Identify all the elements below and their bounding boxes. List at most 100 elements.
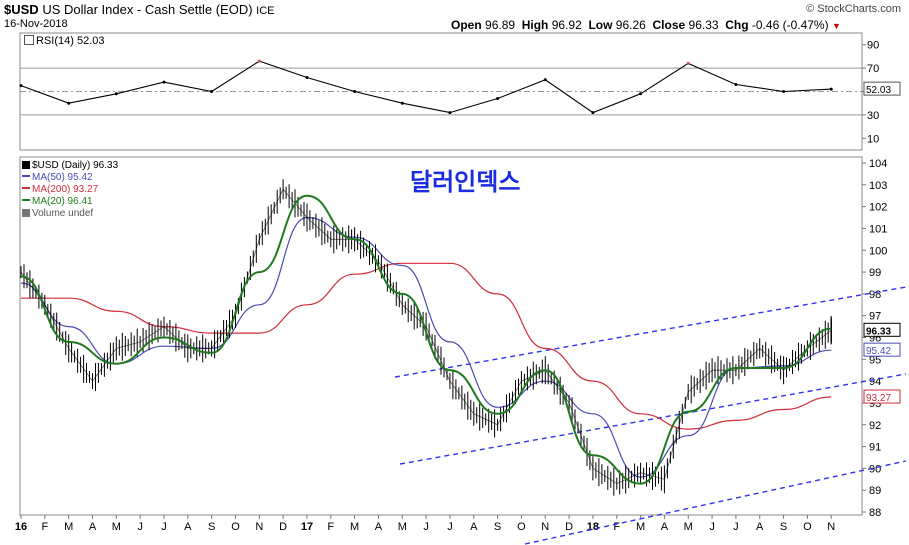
x-tick-label: J <box>709 521 715 533</box>
rsi-line <box>20 60 832 114</box>
price-tick-label: 89 <box>869 485 881 497</box>
rsi-point <box>353 90 357 93</box>
x-tick-label: 16 <box>15 521 27 533</box>
x-tick-label: 18 <box>587 521 599 533</box>
channel-line-2 <box>399 373 907 465</box>
rsi-point <box>686 61 690 65</box>
instrument-name: US Dollar Index - Cash Settle (EOD) <box>42 2 253 17</box>
x-tick-label: D <box>565 521 573 533</box>
x-tick-label: A <box>470 521 478 533</box>
x-tick-label: M <box>350 521 359 533</box>
rsi-panel: 103050709052.03 <box>19 32 901 151</box>
ma50-tag-text: 95.42 <box>866 346 891 357</box>
ma200-tag-text: 93.27 <box>866 393 891 404</box>
legend-item-ma50: MA(50) 95.42 <box>22 172 118 184</box>
ohlc-readout: Open 96.89 High 96.92 Low 96.26 Close 96… <box>451 18 841 32</box>
ma20-line <box>20 194 832 485</box>
rsi-point <box>591 111 595 115</box>
chart-annotation: 달러인덱스 <box>410 168 521 196</box>
price-tag-box <box>863 322 901 337</box>
price-tick-label: 95 <box>869 354 881 366</box>
legend-item-price: $USD (Daily) 96.33 <box>22 160 118 172</box>
rsi-point <box>210 90 214 93</box>
rsi-tick-label: 90 <box>867 40 879 52</box>
price-legend: $USD (Daily) 96.33 MA(50) 95.42 MA(200) … <box>22 160 118 220</box>
rsi-point <box>496 97 500 100</box>
x-tick-label: A <box>184 521 192 533</box>
rsi-point <box>257 59 261 63</box>
ma50-tag-box <box>863 342 901 357</box>
price-tick-label: 103 <box>869 180 887 192</box>
x-tick-label: A <box>89 521 97 533</box>
price-tick-label: 94 <box>869 376 881 388</box>
x-tick-label: O <box>803 521 812 533</box>
x-tick-label: F <box>613 521 620 533</box>
x-tick-label: S <box>208 521 215 533</box>
x-tick-label: J <box>423 521 429 533</box>
price-tick-label: 98 <box>869 289 881 301</box>
channel-line-3 <box>524 460 907 545</box>
rsi-point <box>782 90 786 93</box>
x-tick-label: O <box>517 521 526 533</box>
x-tick-label: F <box>41 521 48 533</box>
price-frame <box>19 156 863 516</box>
ma50-line <box>20 216 832 478</box>
price-tick-label: 100 <box>869 245 887 257</box>
ma200-line <box>20 262 832 430</box>
channel-line-1 <box>394 286 907 378</box>
low-value: 96.26 <box>615 18 646 32</box>
rsi-tick-label: 30 <box>867 110 879 122</box>
rsi-point <box>305 76 309 79</box>
legend-item-ma20: MA(20) 96.41 <box>22 196 118 208</box>
rsi-point <box>114 92 118 96</box>
x-tick-label: J <box>733 521 739 533</box>
x-tick-label: M <box>684 521 693 533</box>
x-tick-label: D <box>279 521 287 533</box>
rsi-icon <box>24 35 34 45</box>
price-tick-label: 91 <box>869 442 881 454</box>
price-tick-label: 104 <box>869 158 887 170</box>
legend-item-ma200: MA(200) 93.27 <box>22 184 118 196</box>
x-tick-label: S <box>780 521 787 533</box>
rsi-point <box>19 84 23 88</box>
x-tick-label: O <box>231 521 240 533</box>
x-tick-label: J <box>137 521 143 533</box>
x-tick-label: N <box>255 521 263 533</box>
rsi-point <box>543 78 547 82</box>
down-arrow-icon: ▼ <box>831 21 841 31</box>
rsi-label: RSI(14) 52.03 <box>24 35 104 47</box>
price-tick-label: 99 <box>869 267 881 279</box>
rsi-tick-label: 70 <box>867 63 879 75</box>
x-tick-label: N <box>827 521 835 533</box>
rsi-point <box>829 87 833 91</box>
price-tick-label: 101 <box>869 223 887 235</box>
chart-date: 16-Nov-2018 <box>4 18 68 30</box>
rsi-point <box>448 111 452 115</box>
x-tick-label: M <box>636 521 645 533</box>
x-tick-label: M <box>398 521 407 533</box>
brand-link[interactable]: © StockCharts.com <box>806 3 901 15</box>
x-tick-label: A <box>375 521 383 533</box>
x-tick-label: M <box>112 521 121 533</box>
price-tick-label: 92 <box>869 420 881 432</box>
price-tick-label: 97 <box>869 311 881 323</box>
x-tick-label: A <box>661 521 669 533</box>
open-value: 96.89 <box>485 18 516 32</box>
x-tick-label: A <box>756 521 764 533</box>
x-tick-label: N <box>541 521 549 533</box>
chart-header-title: $USD US Dollar Index - Cash Settle (EOD)… <box>4 2 275 17</box>
rsi-tick-label: 10 <box>867 133 879 145</box>
rsi-current-value: 52.03 <box>866 85 891 96</box>
x-tick-label: J <box>447 521 453 533</box>
x-tick-label: F <box>327 521 334 533</box>
high-value: 96.92 <box>551 18 582 32</box>
exchange: ICE <box>256 5 275 17</box>
x-tick-label: 17 <box>301 521 313 533</box>
legend-item-volume: Volume undef <box>22 208 118 220</box>
rsi-point <box>67 101 71 105</box>
close-value: 96.33 <box>688 18 719 32</box>
price-tick-label: 88 <box>869 507 881 519</box>
x-tick-label: M <box>64 521 73 533</box>
rsi-point <box>400 101 404 105</box>
